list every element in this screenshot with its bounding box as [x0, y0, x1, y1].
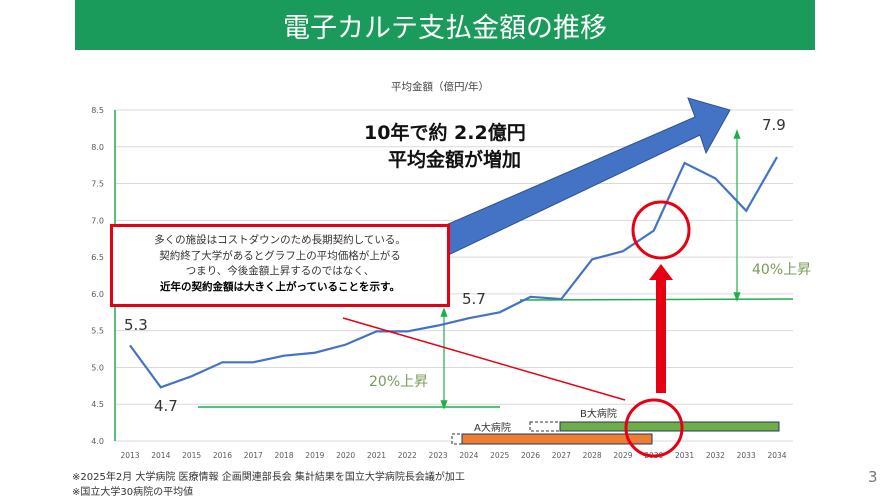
- page-number: 3: [868, 468, 878, 486]
- y-tick-label: 5.0: [91, 363, 104, 372]
- rise-20-label: 20%上昇: [369, 374, 429, 390]
- y-tick-label: 7.0: [91, 216, 104, 225]
- x-tick-label: 2026: [521, 451, 540, 460]
- contract-a-bar: [461, 433, 653, 445]
- highlight-circle-2030-value: [631, 200, 691, 260]
- x-tick-label: 2027: [552, 451, 571, 460]
- x-tick-label: 2015: [182, 451, 201, 460]
- x-tick-label: 2016: [213, 451, 232, 460]
- x-tick-label: 2020: [336, 451, 355, 460]
- headline-line1: 10年で約 2.2億円: [364, 122, 526, 144]
- x-tick-label: 2031: [675, 451, 694, 460]
- label-min-value: 4.7: [154, 397, 178, 415]
- note-line: 多くの施設はコストダウンのため長期契約している。: [154, 234, 406, 246]
- callout-line: [342, 317, 626, 401]
- y-tick-label: 7.5: [91, 180, 104, 189]
- x-tick-label: 2019: [305, 451, 324, 460]
- y-tick-label: 8.5: [91, 106, 104, 115]
- slide-title: 電子カルテ支払金額の推移: [75, 0, 815, 50]
- hospital-b-label: B大病院: [580, 409, 617, 420]
- chart-title: 平均金額（億円/年）: [391, 80, 489, 93]
- rise-40-label: 40%上昇: [752, 262, 812, 278]
- note-line-bold: 近年の契約金額は大きく上がっていることを示す。: [160, 280, 400, 293]
- x-tick-label: 2034: [767, 451, 786, 460]
- y-tick-label: 6.5: [91, 253, 104, 262]
- x-tick-label: 2017: [244, 451, 263, 460]
- x-tick-label: 2025: [490, 451, 509, 460]
- trend-arrow-icon: [429, 97, 731, 259]
- footnote: ※国立大学30病院の平均値: [72, 487, 194, 496]
- highlight-circle-2030-contract: [624, 398, 684, 458]
- x-tick-label: 2028: [583, 451, 602, 460]
- contract-a-prior: [451, 433, 463, 445]
- y-tick-label: 5.5: [91, 327, 104, 336]
- label-mid-value: 5.7: [462, 290, 486, 308]
- y-tick-label: 6.0: [91, 290, 104, 299]
- x-tick-label: 2018: [275, 451, 294, 460]
- label-end-value: 7.9: [762, 116, 786, 134]
- series-line: [129, 156, 778, 389]
- y-tick-label: 4.5: [91, 400, 104, 409]
- x-tick-label: 2024: [459, 451, 478, 460]
- y-tick-label: 8.0: [91, 143, 104, 152]
- x-tick-label: 2014: [151, 451, 170, 460]
- note-box: 多くの施設はコストダウンのため長期契約している。 契約終了大学があるとグラフ上の…: [110, 224, 450, 307]
- contract-b-bar: [559, 421, 780, 432]
- hospital-a-label: A大病院: [474, 423, 511, 434]
- x-tick-label: 2032: [706, 451, 725, 460]
- x-tick-label: 2013: [120, 451, 139, 460]
- y-tick-label: 4.0: [91, 437, 104, 446]
- red-up-arrow-icon: [649, 264, 673, 393]
- note-line: つまり、今後金額上昇するのではなく、: [185, 265, 375, 277]
- x-tick-label: 2029: [613, 451, 632, 460]
- label-start-value: 5.3: [124, 316, 148, 334]
- x-tick-label: 2033: [737, 451, 756, 460]
- note-line: 契約終了大学があるとグラフ上の平均価格が上がる: [159, 249, 401, 262]
- footnote: ※2025年2月 大学病院 医療情報 企画関連部長会 集計結果を国立大学病院長会…: [72, 472, 465, 483]
- x-tick-label: 2021: [367, 451, 386, 460]
- headline-line2: 平均金額が増加: [388, 149, 522, 171]
- x-tick-label: 2023: [429, 451, 448, 460]
- x-tick-label: 2022: [398, 451, 417, 460]
- contract-b-prior: [529, 421, 561, 432]
